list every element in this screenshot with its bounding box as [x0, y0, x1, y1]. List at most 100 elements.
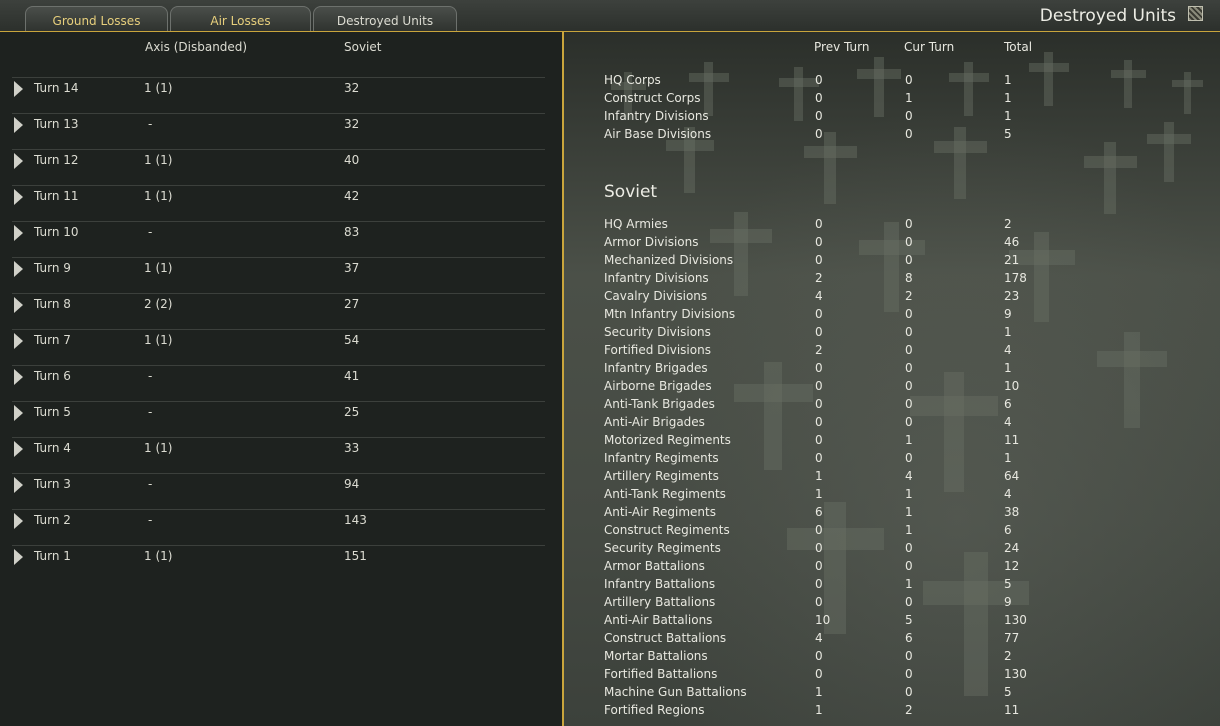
unit-cur-turn: 0	[905, 451, 913, 465]
unit-name: Anti-Tank Brigades	[604, 397, 715, 411]
cross-shape	[624, 72, 632, 120]
turn-row[interactable]: Turn 10 - 83	[12, 221, 545, 258]
tab-ground-losses[interactable]: Ground Losses	[25, 6, 168, 31]
turn-soviet-value: 37	[344, 261, 360, 275]
turn-row[interactable]: Turn 7 1 (1) 54	[12, 329, 545, 366]
unit-name: Security Divisions	[604, 325, 711, 339]
tab-air-losses[interactable]: Air Losses	[170, 6, 311, 31]
unit-name: Fortified Regions	[604, 703, 705, 717]
turn-list-panel: Axis (Disbanded) Soviet Turn 14 1 (1) 32 Tu…	[0, 32, 562, 726]
turn-label: Turn 11	[34, 189, 79, 203]
unit-prev-turn: 0	[815, 235, 823, 249]
cross-shape	[1028, 63, 1069, 72]
destroyed-units-panel: Prev Turn Cur Turn Total HQ Corps 0 0 1 Cons…	[564, 32, 1220, 726]
expand-arrow-icon[interactable]	[14, 405, 23, 421]
turn-row[interactable]: Turn 3 - 94	[12, 473, 545, 510]
cross-shape	[824, 132, 836, 204]
expand-arrow-icon[interactable]	[14, 261, 23, 277]
turn-axis-value: 2 (2)	[144, 297, 173, 311]
expand-arrow-icon[interactable]	[14, 513, 23, 529]
unit-name: Fortified Divisions	[604, 343, 711, 357]
unit-cur-turn: 0	[905, 325, 913, 339]
unit-total: 130	[1004, 667, 1027, 681]
cross-shape	[1164, 122, 1174, 182]
turn-label: Turn 9	[34, 261, 71, 275]
expand-arrow-icon[interactable]	[14, 333, 23, 349]
unit-total: 6	[1004, 523, 1012, 537]
unit-total: 4	[1004, 487, 1012, 501]
expand-arrow-icon[interactable]	[14, 297, 23, 313]
turn-soviet-value: 25	[344, 405, 360, 419]
turn-row[interactable]: Turn 11 1 (1) 42	[12, 185, 545, 222]
expand-arrow-icon[interactable]	[14, 549, 23, 565]
expand-arrow-icon[interactable]	[14, 189, 23, 205]
cross-shape	[954, 127, 966, 199]
unit-total: 1	[1004, 109, 1012, 123]
expand-arrow-icon[interactable]	[14, 441, 23, 457]
turn-row[interactable]: Turn 14 1 (1) 32	[12, 77, 545, 114]
unit-name: Artillery Regiments	[604, 469, 719, 483]
unit-prev-turn: 4	[815, 289, 823, 303]
turn-row[interactable]: Turn 8 2 (2) 27	[12, 293, 545, 330]
cross-shape	[688, 73, 729, 82]
unit-name: Air Base Divisions	[604, 127, 712, 141]
cross-shape	[1110, 70, 1146, 78]
unit-name: Construct Corps	[604, 91, 701, 105]
turn-row[interactable]: Turn 4 1 (1) 33	[12, 437, 545, 474]
unit-name: Construct Regiments	[604, 523, 730, 537]
cross-shape	[857, 69, 901, 79]
turn-row[interactable]: Turn 5 - 25	[12, 401, 545, 438]
expand-arrow-icon[interactable]	[14, 81, 23, 97]
turn-label: Turn 8	[34, 297, 71, 311]
turn-row[interactable]: Turn 6 - 41	[12, 365, 545, 402]
unit-name: Armor Battalions	[604, 559, 705, 573]
cross-shape	[1097, 351, 1167, 367]
turn-soviet-value: 151	[344, 549, 367, 563]
unit-prev-turn: 1	[815, 685, 823, 699]
expand-arrow-icon[interactable]	[14, 153, 23, 169]
cross-shape	[1172, 80, 1203, 87]
unit-cur-turn: 0	[905, 361, 913, 375]
unit-name: Machine Gun Battalions	[604, 685, 747, 699]
cross-shape	[1034, 232, 1049, 322]
turn-axis-value: 1 (1)	[144, 189, 173, 203]
unit-name: Infantry Battalions	[604, 577, 716, 591]
turn-row[interactable]: Turn 9 1 (1) 37	[12, 257, 545, 294]
unit-total: 9	[1004, 307, 1012, 321]
expand-arrow-icon[interactable]	[14, 225, 23, 241]
turn-row[interactable]: Turn 13 - 32	[12, 113, 545, 150]
unit-total: 1	[1004, 91, 1012, 105]
turn-soviet-value: 27	[344, 297, 360, 311]
cross-shape	[964, 62, 973, 116]
turn-soviet-value: 33	[344, 441, 360, 455]
unit-cur-turn: 0	[905, 379, 913, 393]
turn-soviet-value: 32	[344, 117, 360, 131]
cross-shape	[964, 552, 988, 696]
cemetery-background	[564, 32, 1220, 726]
turn-row[interactable]: Turn 1 1 (1) 151	[12, 545, 545, 582]
turn-label: Turn 3	[34, 477, 71, 491]
unit-prev-turn: 0	[815, 541, 823, 555]
tab-destroyed-units[interactable]: Destroyed Units	[313, 6, 457, 31]
unit-name: Artillery Battalions	[604, 595, 716, 609]
unit-cur-turn: 0	[905, 541, 913, 555]
unit-prev-turn: 10	[815, 613, 831, 627]
unit-total: 11	[1004, 433, 1020, 447]
unit-cur-turn: 0	[905, 109, 913, 123]
unit-name: Anti-Tank Regiments	[604, 487, 726, 501]
cross-shape	[704, 62, 713, 116]
window-icon[interactable]	[1188, 6, 1203, 21]
expand-arrow-icon[interactable]	[14, 477, 23, 493]
top-bar: Ground Losses Air Losses Destroyed Units…	[0, 0, 1220, 32]
expand-arrow-icon[interactable]	[14, 117, 23, 133]
turn-soviet-value: 83	[344, 225, 360, 239]
turn-row[interactable]: Turn 2 - 143	[12, 509, 545, 546]
unit-name: Anti-Air Battalions	[604, 613, 713, 627]
unit-name: Motorized Regiments	[604, 433, 731, 447]
cross-shape	[858, 240, 925, 255]
panel-divider	[562, 32, 564, 726]
turn-row[interactable]: Turn 12 1 (1) 40	[12, 149, 545, 186]
cross-shape	[778, 78, 819, 87]
turn-soviet-value: 42	[344, 189, 360, 203]
expand-arrow-icon[interactable]	[14, 369, 23, 385]
